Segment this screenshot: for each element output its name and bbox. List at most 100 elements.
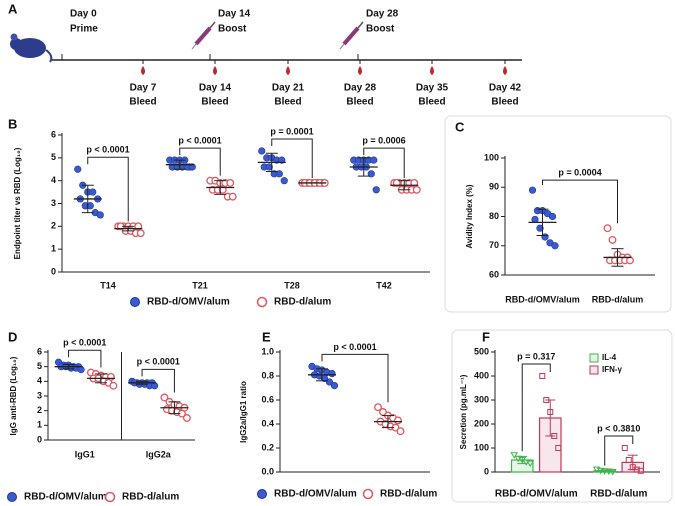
panel-label: F <box>482 329 490 344</box>
p-value: p < 0.0001 <box>178 135 221 145</box>
y-axis-label: Secretion (pg.mL⁻¹) <box>459 374 468 449</box>
data-point <box>526 460 535 468</box>
x-tick-label: T28 <box>284 280 300 290</box>
data-point <box>621 445 628 451</box>
panel-label: E <box>262 329 271 344</box>
p-value: p < 0.0001 <box>333 342 376 352</box>
data-point <box>370 156 378 164</box>
data-point <box>182 414 191 422</box>
legend-marker <box>7 492 17 502</box>
y-tick-label: 1 <box>51 244 56 254</box>
injection-kind: Boost <box>366 24 395 35</box>
data-point <box>608 469 617 476</box>
blood-drop <box>358 66 362 75</box>
data-point <box>228 192 237 201</box>
y-tick-label: 100 <box>484 152 499 162</box>
y-tick-label: 0 <box>484 466 489 476</box>
bleed-kind: Bleed <box>201 97 228 108</box>
data-point <box>539 373 546 379</box>
data-point <box>608 235 617 244</box>
data-point <box>275 170 283 178</box>
data-point <box>510 452 519 459</box>
y-tick-label: 0 <box>51 266 56 276</box>
significance-bracket <box>363 147 405 178</box>
data-point <box>265 163 273 171</box>
data-point <box>604 468 613 475</box>
y-tick-label: 0.6 <box>261 394 274 404</box>
data-point <box>528 186 537 194</box>
legend-marker <box>257 489 267 499</box>
data-point <box>328 370 336 378</box>
y-tick-label: 4 <box>37 376 42 386</box>
bleed-day: Day 7 <box>130 83 157 94</box>
data-point <box>536 224 544 232</box>
y-tick-label: 4 <box>51 175 56 185</box>
syringe-icon <box>191 43 197 50</box>
bleed-day: Day 14 <box>199 83 232 94</box>
y-tick-label: 100 <box>474 442 489 452</box>
y-tick-label: 6 <box>51 129 56 139</box>
blood-drop <box>503 66 507 75</box>
data-point <box>330 382 339 390</box>
legend-marker <box>589 353 599 363</box>
mouse-icon <box>10 33 53 63</box>
p-value: p = 0.0004 <box>558 168 601 178</box>
y-axis-label: IgG2a/IgG1 ratio <box>239 381 248 443</box>
significance-bracket <box>68 349 102 368</box>
legend-label: RBD-d/OMV/alum <box>147 297 230 308</box>
data-point <box>543 397 550 403</box>
panel-frame <box>451 329 673 503</box>
x-tick-label: IgG2a <box>146 449 172 459</box>
legend-label: IFN-γ <box>602 365 623 374</box>
data-point <box>226 178 235 187</box>
significance-bracket <box>179 147 221 176</box>
y-tick-label: 6 <box>37 346 42 356</box>
x-tick-label: T42 <box>376 280 392 290</box>
p-value: p < 0.0001 <box>63 338 106 348</box>
data-point <box>109 381 118 390</box>
y-tick-label: 3 <box>37 390 42 400</box>
x-tick-label: T14 <box>100 280 116 290</box>
bleed-kind: Bleed <box>491 97 518 108</box>
bleed-kind: Bleed <box>418 97 445 108</box>
bleed-day: Day 42 <box>489 83 522 94</box>
legend-label: RBD-d/alum <box>380 489 437 500</box>
y-tick-label: 3 <box>51 198 56 208</box>
injection-kind: Boost <box>218 24 247 35</box>
bleed-day: Day 35 <box>416 83 449 94</box>
injection-kind: Prime <box>70 24 98 35</box>
data-point <box>637 467 644 474</box>
legend-label: RBD-d/OMV/alum <box>274 489 357 500</box>
data-point <box>367 170 375 178</box>
y-tick-label: 80 <box>489 211 499 221</box>
blood-drop <box>430 66 434 75</box>
bleed-kind: Bleed <box>346 97 373 108</box>
y-tick-label: 60 <box>489 269 499 279</box>
x-tick-label: RBD-d/alum <box>590 489 647 500</box>
data-point <box>412 185 421 194</box>
legend-marker <box>256 296 268 308</box>
x-tick-label: RBD-d/OMV/alum <box>495 489 578 500</box>
syringe-icon <box>357 21 364 29</box>
y-tick-label: 2 <box>37 405 42 415</box>
y-tick-label: 5 <box>51 152 56 162</box>
syringe-icon <box>339 43 345 50</box>
legend-marker <box>362 488 374 500</box>
data-point <box>633 466 640 473</box>
y-tick-label: 1.0 <box>261 346 274 356</box>
y-tick-label: 1 <box>37 420 42 430</box>
data-point <box>555 445 562 451</box>
x-tick-label: T21 <box>192 280 208 290</box>
data-point <box>394 416 402 425</box>
data-point <box>551 242 559 250</box>
syringe-icon <box>342 26 360 46</box>
data-point <box>160 393 169 402</box>
p-value: p < 0.0001 <box>137 357 180 367</box>
data-point <box>372 186 380 194</box>
data-point <box>600 468 609 475</box>
legend-label: RBD-d/alum <box>274 297 331 308</box>
panel-label: B <box>8 116 17 131</box>
significance-bracket <box>521 363 551 452</box>
bleed-kind: Bleed <box>129 97 156 108</box>
